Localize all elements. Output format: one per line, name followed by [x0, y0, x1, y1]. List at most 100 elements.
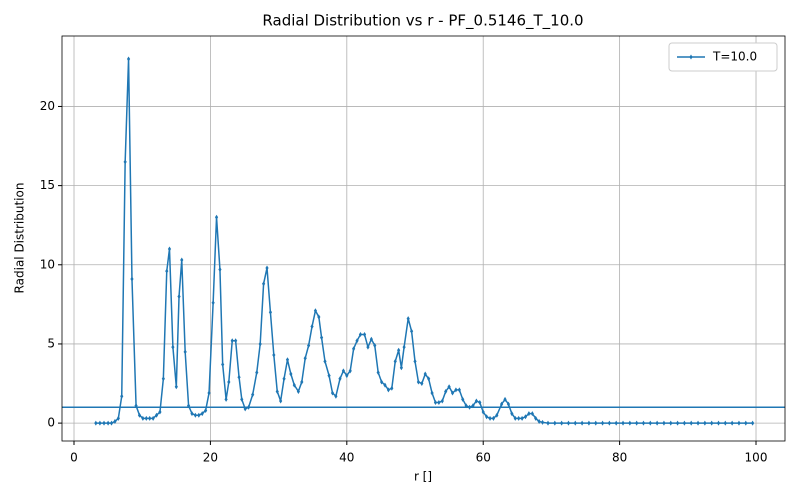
data-point [258, 341, 262, 347]
data-point [737, 420, 741, 426]
data-point [303, 355, 307, 361]
data-point [534, 415, 538, 421]
data-point [144, 415, 148, 421]
data-point [635, 420, 639, 426]
data-point [348, 368, 352, 374]
x-tick-label: 0 [70, 451, 78, 465]
data-point [151, 415, 155, 421]
data-point [751, 420, 755, 426]
data-point [573, 420, 577, 426]
data-point [386, 387, 391, 393]
x-axis-label: r [] [414, 470, 432, 484]
data-point [675, 420, 680, 426]
data-point [450, 390, 455, 396]
data-point [224, 396, 228, 402]
data-point [174, 384, 178, 390]
data-point [607, 420, 611, 426]
data-point [211, 300, 215, 306]
legend-label: T=10.0 [712, 50, 757, 64]
data-point [102, 420, 106, 426]
data-point [369, 336, 373, 342]
data-point [641, 420, 646, 426]
x-tick-label: 80 [612, 451, 627, 465]
data-point [330, 390, 335, 396]
data-point [376, 369, 380, 375]
data-point [553, 420, 557, 426]
data-point [689, 420, 693, 426]
data-point [546, 420, 550, 426]
data-point [430, 390, 434, 396]
data-point [177, 293, 181, 299]
data-point [427, 376, 431, 382]
data-point [530, 411, 534, 417]
data-point [116, 415, 120, 421]
data-point [710, 420, 714, 426]
data-point [433, 400, 438, 406]
data-point [268, 309, 273, 315]
data-point [352, 346, 356, 352]
data-point [423, 371, 427, 377]
data-point [393, 358, 397, 364]
data-point [523, 414, 528, 420]
data-point [440, 398, 444, 404]
data-point [126, 56, 131, 62]
data-point [383, 382, 387, 388]
data-point [447, 384, 451, 390]
y-tick-label: 15 [40, 178, 55, 192]
data-point [580, 420, 584, 426]
data-point [566, 420, 571, 426]
data-point [300, 379, 304, 385]
data-point [141, 415, 145, 421]
data-point [98, 420, 102, 426]
data-point [500, 401, 504, 407]
plot-frame [61, 35, 786, 442]
data-point [390, 385, 394, 391]
data-point [167, 246, 172, 252]
data-point [109, 420, 114, 426]
data-point [696, 420, 700, 426]
data-point [345, 373, 349, 379]
data-point [669, 420, 673, 426]
data-point [600, 420, 605, 426]
data-point [94, 420, 98, 426]
data-point [221, 362, 225, 368]
data-point [409, 328, 414, 334]
data-point [319, 335, 324, 341]
y-axis-label: Radial Distribution [13, 183, 27, 294]
data-point [560, 420, 564, 426]
data-point [655, 420, 659, 426]
data-point [158, 409, 162, 415]
data-point [373, 343, 377, 349]
data-point [491, 415, 496, 421]
data-point [628, 420, 632, 426]
data-point [682, 420, 687, 426]
legend-box [668, 42, 778, 72]
data-point [310, 324, 314, 330]
data-point [716, 420, 721, 426]
data-point [594, 420, 598, 426]
data-point [520, 415, 524, 421]
data-point [478, 400, 482, 406]
data-point [444, 388, 448, 394]
data-point [362, 331, 367, 337]
data-point [262, 281, 266, 287]
data-point [744, 420, 748, 426]
data-point [285, 357, 290, 363]
data-point [730, 420, 734, 426]
data-point [355, 338, 359, 344]
data-point [234, 338, 238, 344]
data-point [200, 411, 204, 417]
data-point [171, 344, 175, 350]
y-tick-label: 5 [47, 336, 55, 350]
data-point [397, 347, 401, 353]
data-point [703, 420, 707, 426]
data-point [279, 398, 283, 404]
data-point [237, 374, 241, 380]
data-point [399, 365, 403, 371]
data-point [457, 387, 461, 393]
data-point [207, 390, 211, 396]
data-point [406, 316, 410, 322]
data-point [488, 415, 492, 421]
data-point [537, 419, 541, 425]
